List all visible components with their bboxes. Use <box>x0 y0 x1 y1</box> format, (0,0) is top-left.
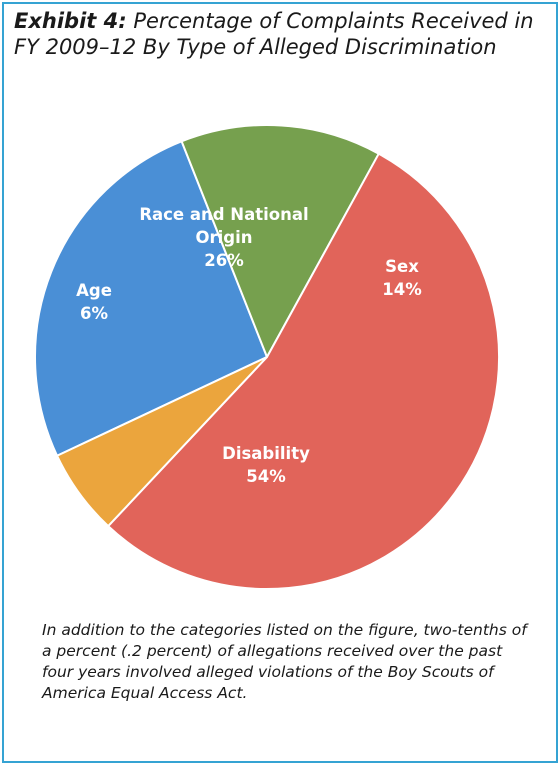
pie-slice-race-and-national-origin <box>34 140 268 457</box>
slice-label-line: 54% <box>246 467 286 486</box>
chart-title: Exhibit 4: Percentage of Complaints Rece… <box>14 8 544 60</box>
exhibit-label: Exhibit 4: <box>14 9 127 33</box>
slice-label-age: Age 6% <box>76 281 112 323</box>
slice-label-sex: Sex 14% <box>382 257 422 299</box>
slice-label-line: 26% <box>204 251 244 270</box>
slice-label-disability: Disability 54% <box>222 444 310 486</box>
pie-slice-age <box>56 356 268 528</box>
pie-slice-disability <box>107 152 501 591</box>
slice-label-race-and-national-origin: Race and National Origin 26% <box>139 205 308 270</box>
slice-label-line: Sex <box>385 257 419 276</box>
slice-label-line: Origin <box>195 228 252 247</box>
pie-labels: Race and National Origin 26% Sex 14% Disabili… <box>76 205 422 486</box>
slice-label-line: Disability <box>222 444 310 463</box>
footnote: In addition to the categories listed on … <box>42 621 527 702</box>
pie-slices <box>34 124 501 591</box>
pie-slice-sex <box>180 124 380 358</box>
slice-label-line: Race and National <box>139 205 308 224</box>
slice-label-line: 14% <box>382 280 422 299</box>
exhibit-title-text: Percentage of Complaints Received in FY … <box>14 9 534 59</box>
slice-label-line: 6% <box>80 304 108 323</box>
pie-chart: Race and National Origin 26% Sex 14% Disabili… <box>34 124 501 591</box>
slice-label-line: Age <box>76 281 112 300</box>
